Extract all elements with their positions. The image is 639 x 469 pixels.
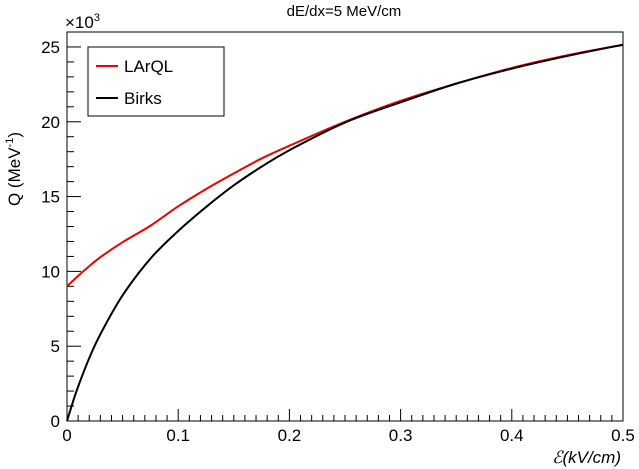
y-tick-label: 10 bbox=[41, 262, 60, 281]
x-axis-title: ℰ(kV/cm) bbox=[552, 448, 621, 467]
series-layer bbox=[66, 43, 624, 422]
x-tick-label: 0.4 bbox=[500, 426, 524, 445]
legend-label-birks: Birks bbox=[124, 89, 162, 108]
legend-box bbox=[87, 46, 225, 117]
x-tick-label: 0 bbox=[62, 426, 71, 445]
chart-title: dE/dx=5 MeV/cm bbox=[287, 3, 402, 20]
y-axis-title: Q (MeV-1) bbox=[4, 132, 24, 206]
y-multiplier-exp: 3 bbox=[94, 12, 100, 24]
y-multiplier: ×103 bbox=[65, 12, 100, 32]
x-tick-label: 0.1 bbox=[166, 426, 190, 445]
x-tick-label: 0.5 bbox=[611, 426, 635, 445]
y-axis-title-sup: -1 bbox=[4, 138, 16, 148]
x-tick-label: 0.3 bbox=[389, 426, 413, 445]
legend: LArQL Birks bbox=[87, 46, 225, 117]
y-tick-label: 20 bbox=[41, 113, 60, 132]
y-multiplier-base: ×10 bbox=[65, 13, 94, 32]
legend-label-larql: LArQL bbox=[124, 57, 173, 76]
y-axis-title-close: ) bbox=[5, 132, 24, 138]
x-tick-label: 0.2 bbox=[278, 426, 302, 445]
x-ticks: 0 0.1 0.2 0.3 0.4 0.5 bbox=[62, 409, 635, 445]
y-axis-title-main: Q (MeV bbox=[5, 147, 24, 206]
y-tick-label: 15 bbox=[41, 188, 60, 207]
y-tick-label: 0 bbox=[51, 412, 60, 431]
y-tick-label: 25 bbox=[41, 38, 60, 57]
y-tick-label: 5 bbox=[51, 337, 60, 356]
y-ticks: 0 5 10 15 20 25 bbox=[41, 31, 81, 431]
series-line-birks bbox=[66, 43, 624, 422]
